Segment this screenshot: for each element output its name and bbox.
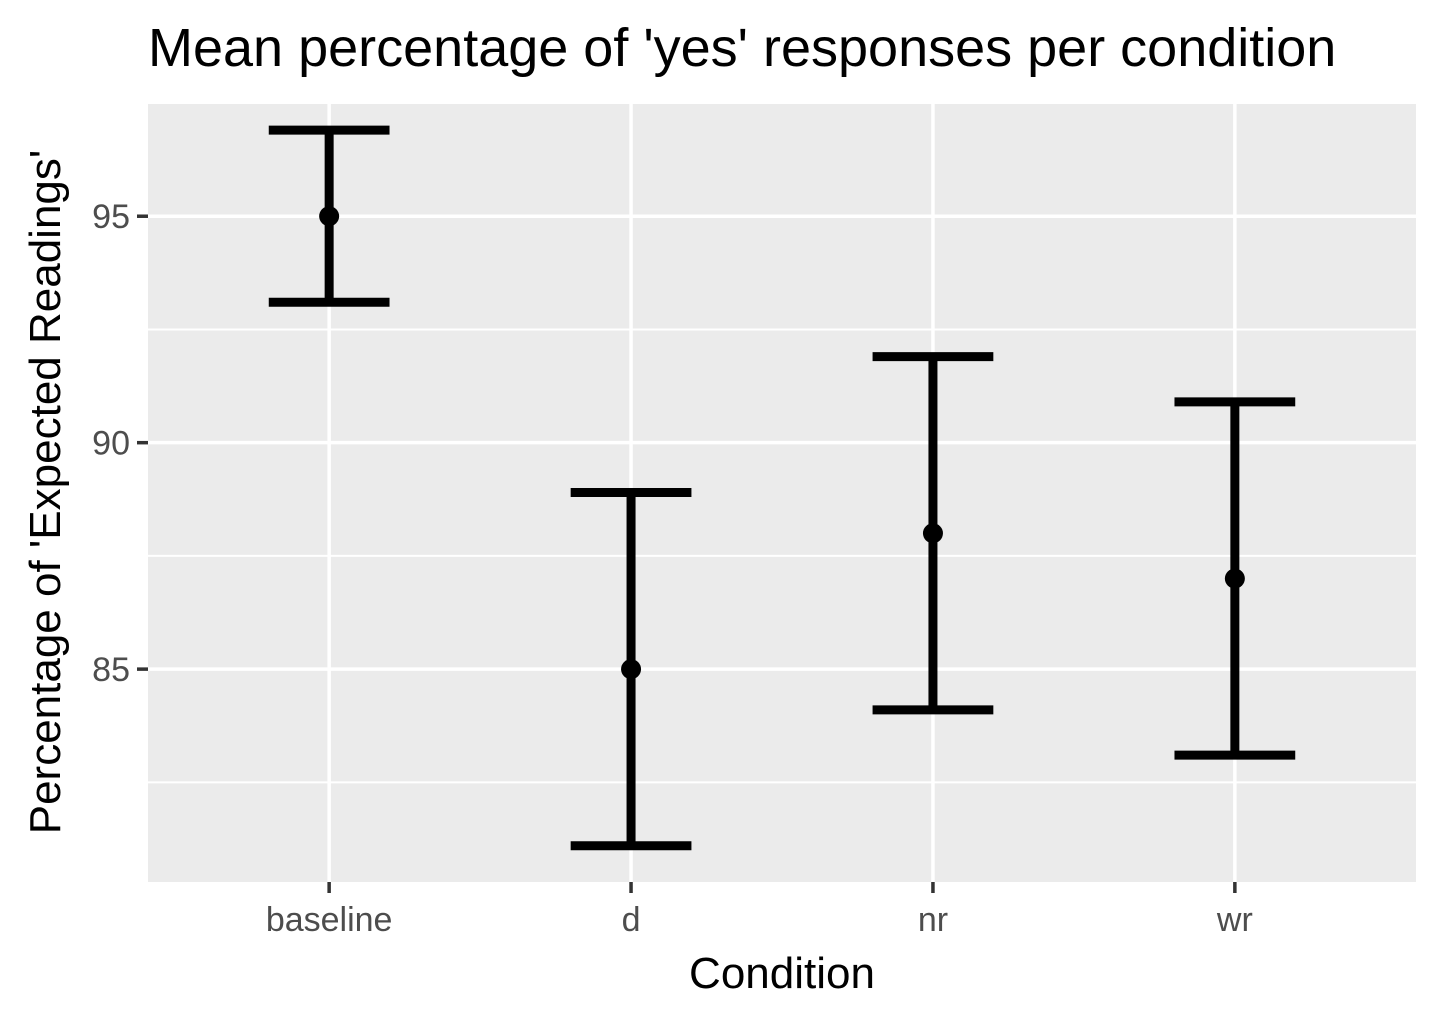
error-bars xyxy=(268,125,1296,851)
error-bar-d xyxy=(570,488,692,851)
mean-point xyxy=(1224,568,1245,589)
y-tick-label: 90 xyxy=(92,425,130,463)
x-axis-title: Condition xyxy=(689,949,875,998)
error-bar-baseline xyxy=(268,125,390,307)
minor-gridlines xyxy=(148,102,1416,784)
x-tick-label: nr xyxy=(918,901,948,939)
mean-point xyxy=(922,523,943,544)
chart-title: Mean percentage of 'yes' responses per c… xyxy=(148,18,1336,78)
y-tick-label: 85 xyxy=(92,651,130,689)
y-tick-label: 95 xyxy=(92,198,130,236)
x-tick-label: baseline xyxy=(266,901,393,939)
mean-point xyxy=(621,659,642,680)
mean-point xyxy=(319,206,340,227)
x-tick-label: wr xyxy=(1216,901,1253,939)
y-axis-title: Percentage of 'Expected Readings' xyxy=(21,150,70,835)
x-axis: baseline d nr wr xyxy=(266,882,1253,939)
x-tick-label: d xyxy=(622,901,641,939)
error-bar-nr xyxy=(872,352,994,715)
error-bar-wr xyxy=(1174,397,1296,760)
y-axis: 85 90 95 xyxy=(92,198,148,689)
